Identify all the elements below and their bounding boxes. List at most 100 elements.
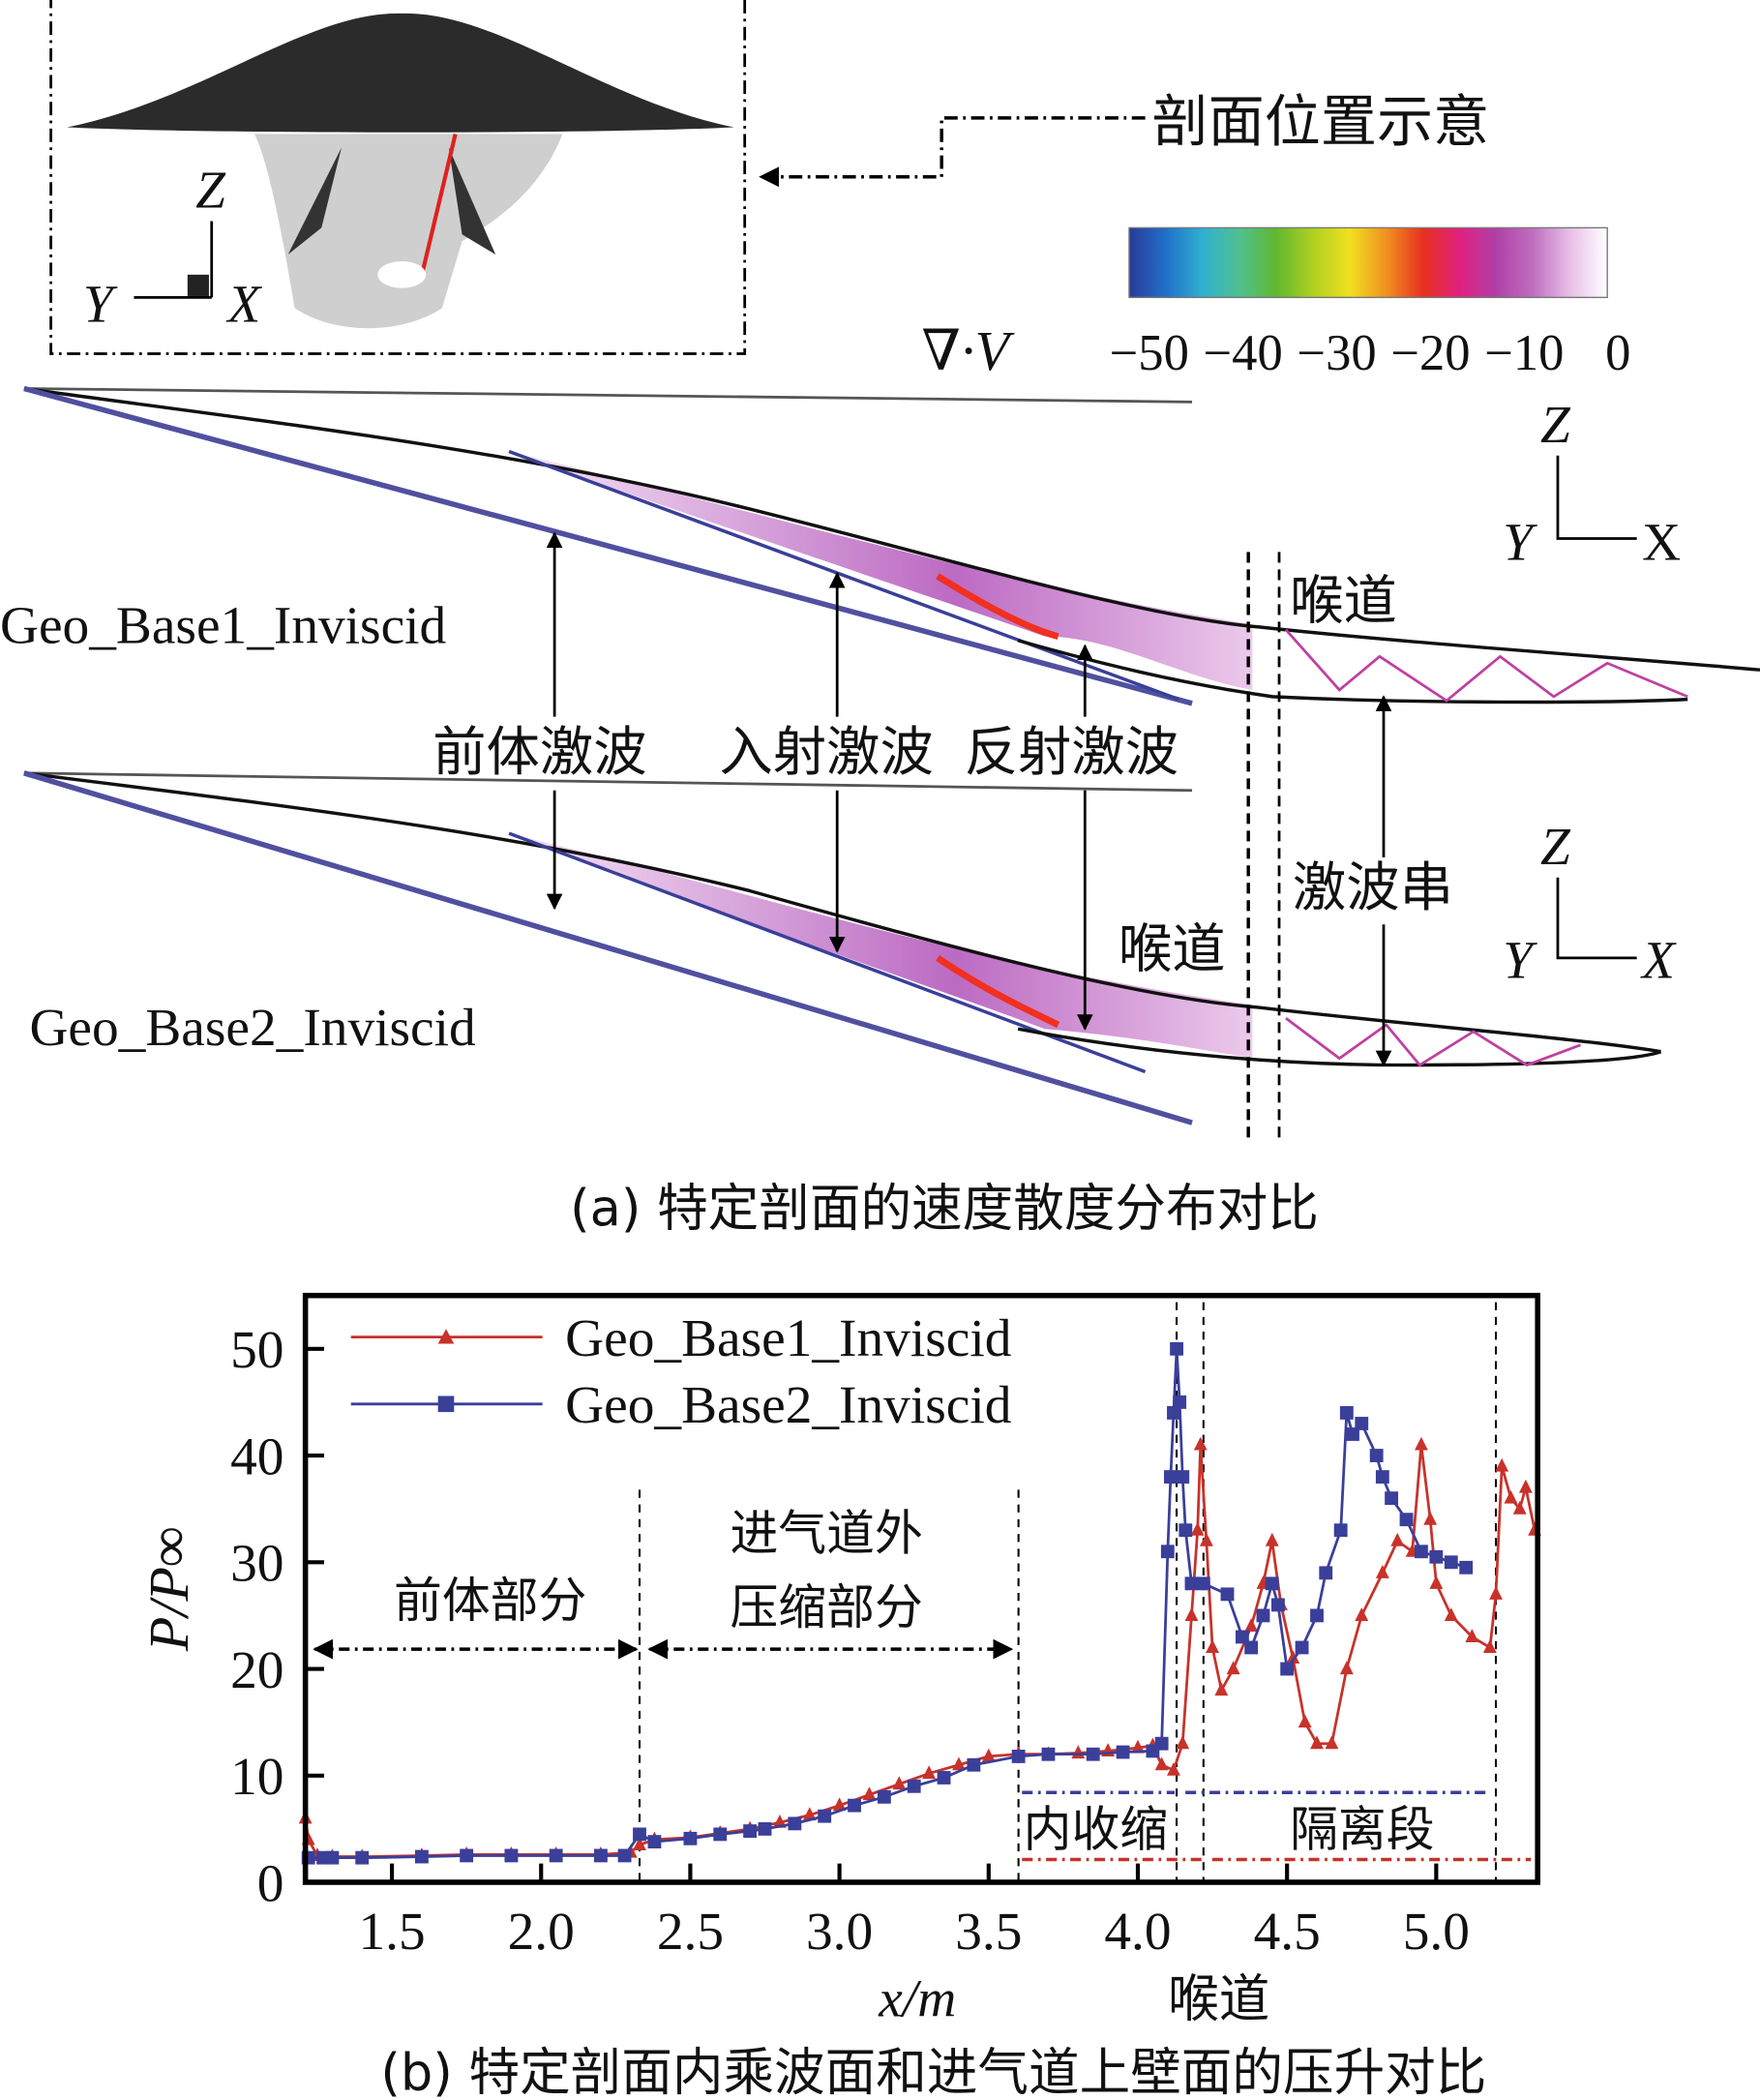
data-point xyxy=(1176,1470,1190,1485)
compression-fan xyxy=(936,573,1059,640)
data-point xyxy=(848,1798,861,1813)
data-point xyxy=(1226,1661,1240,1675)
axis-x-label: X xyxy=(225,274,262,333)
data-point xyxy=(1265,1532,1279,1546)
data-point xyxy=(1489,1586,1503,1600)
label-forebody-shock: 前体激波 xyxy=(433,722,646,784)
region-boundaries xyxy=(638,1302,1498,1883)
data-point xyxy=(1244,1640,1259,1655)
data-point xyxy=(937,1771,951,1785)
inset-leader-arrow xyxy=(759,116,1146,188)
y-tick-label: 0 xyxy=(257,1853,284,1912)
section-line xyxy=(420,133,458,276)
axis-y-label: Y xyxy=(1503,931,1537,990)
data-point xyxy=(1465,1629,1479,1642)
y-axis-label: P/P∞ xyxy=(137,1527,200,1653)
data-point xyxy=(1375,1565,1389,1578)
data-point xyxy=(355,1850,370,1865)
forebody-shock xyxy=(23,385,1193,706)
data-point xyxy=(1167,1406,1180,1420)
x-tick-label: 3.0 xyxy=(806,1902,873,1961)
data-point xyxy=(832,1797,847,1812)
x-tick-label: 2.5 xyxy=(657,1902,724,1961)
y-tick-label: 40 xyxy=(230,1426,283,1485)
data-point xyxy=(952,1756,966,1771)
colorbar-gradient xyxy=(1128,226,1608,299)
label-reflected-shock: 反射激波 xyxy=(965,722,1178,784)
data-point xyxy=(1244,1618,1259,1632)
label-external-1: 进气道外 xyxy=(730,1506,922,1562)
compression-region xyxy=(509,833,1253,1059)
shock-train xyxy=(1285,1017,1581,1067)
y-tick-label: 10 xyxy=(230,1747,283,1806)
data-point xyxy=(1286,1650,1300,1665)
data-point xyxy=(1429,1549,1444,1564)
x-tick-label: 4.5 xyxy=(1254,1902,1321,1961)
data-point xyxy=(1355,1417,1369,1430)
data-point xyxy=(743,1824,758,1839)
data-point xyxy=(1495,1457,1509,1472)
case2-flowfield: Geo_Base2_Inviscid xyxy=(23,770,1662,1125)
freestream-line xyxy=(23,771,1193,793)
data-point xyxy=(414,1849,429,1864)
data-point xyxy=(1235,1630,1249,1644)
data-point xyxy=(1214,1682,1229,1696)
data-point xyxy=(1369,1449,1384,1462)
data-point xyxy=(1160,1545,1175,1559)
data-point xyxy=(907,1779,921,1793)
pressure-chart: 1.5 2.0 2.5 3.0 3.5 4.0 4.5 5.0 0 10 20 30 40 50 Geo_… xyxy=(137,1292,1542,2028)
data-point xyxy=(1423,1511,1438,1525)
data-point xyxy=(788,1816,802,1831)
data-point xyxy=(1154,1736,1169,1751)
data-point xyxy=(877,1789,891,1804)
data-point xyxy=(1220,1587,1235,1602)
data-point xyxy=(1270,1598,1285,1612)
colorbar-tick-label: −50 xyxy=(1110,325,1189,381)
x-tick-label: 5.0 xyxy=(1403,1902,1470,1961)
data-point xyxy=(713,1827,728,1842)
compression-region xyxy=(509,451,1253,690)
x-axis-label: x/m xyxy=(878,1968,956,2027)
x-tick-label: 4.0 xyxy=(1104,1902,1171,1961)
legend-label-base1: Geo_Base1_Inviscid xyxy=(565,1308,1011,1367)
data-point xyxy=(758,1821,772,1836)
axis-triad-1: Z Y X xyxy=(1503,395,1681,572)
data-point xyxy=(1512,1500,1527,1515)
data-point xyxy=(1319,1566,1333,1580)
label-internal-region: 内收缩 xyxy=(1024,1802,1168,1858)
data-point xyxy=(1170,1341,1183,1356)
data-point xyxy=(1429,1575,1444,1589)
data-point xyxy=(1131,1739,1145,1754)
inset-axis-triad: Z Y X xyxy=(83,161,263,334)
data-point xyxy=(1375,1470,1389,1485)
caption-a: (a) 特定剖面的速度散度分布对比 xyxy=(570,1180,1319,1239)
case2-label: Geo_Base2_Inviscid xyxy=(29,998,475,1057)
data-point xyxy=(1310,1735,1324,1750)
axis-ticks: 1.5 2.0 2.5 3.0 3.5 4.0 4.5 5.0 0 10 20 30 40 50 xyxy=(230,1320,1470,1961)
intake-exit xyxy=(377,260,427,288)
data-point xyxy=(862,1786,877,1801)
data-point xyxy=(1346,1427,1359,1441)
data-point xyxy=(325,1850,340,1865)
data-point xyxy=(1518,1479,1533,1493)
shock-annotations: 前体激波 入射激波 反射激波 喉道 激波串 喉道 xyxy=(433,531,1453,1067)
colorbar-tick-label: −40 xyxy=(1204,325,1283,381)
data-point xyxy=(967,1757,981,1772)
data-point xyxy=(1325,1735,1339,1750)
y-tick-label: 20 xyxy=(230,1640,283,1699)
y-tick-label: 50 xyxy=(230,1320,283,1379)
legend-label-base2: Geo_Base2_Inviscid xyxy=(565,1375,1011,1434)
data-point xyxy=(1415,1545,1428,1559)
inset-frame xyxy=(49,0,747,355)
data-point xyxy=(1444,1555,1458,1570)
data-point xyxy=(1116,1745,1130,1759)
axis-y-label: Y xyxy=(1503,513,1537,572)
colorbar-tick-label: 0 xyxy=(1605,325,1630,381)
data-point xyxy=(504,1848,519,1863)
data-point xyxy=(1184,1576,1199,1591)
colorbar: ∇·V −50 −40 −30 −20 −10 0 xyxy=(921,226,1630,382)
legend: Geo_Base1_Inviscid Geo_Base2_Inviscid xyxy=(350,1308,1011,1434)
data-point xyxy=(1193,1436,1208,1451)
